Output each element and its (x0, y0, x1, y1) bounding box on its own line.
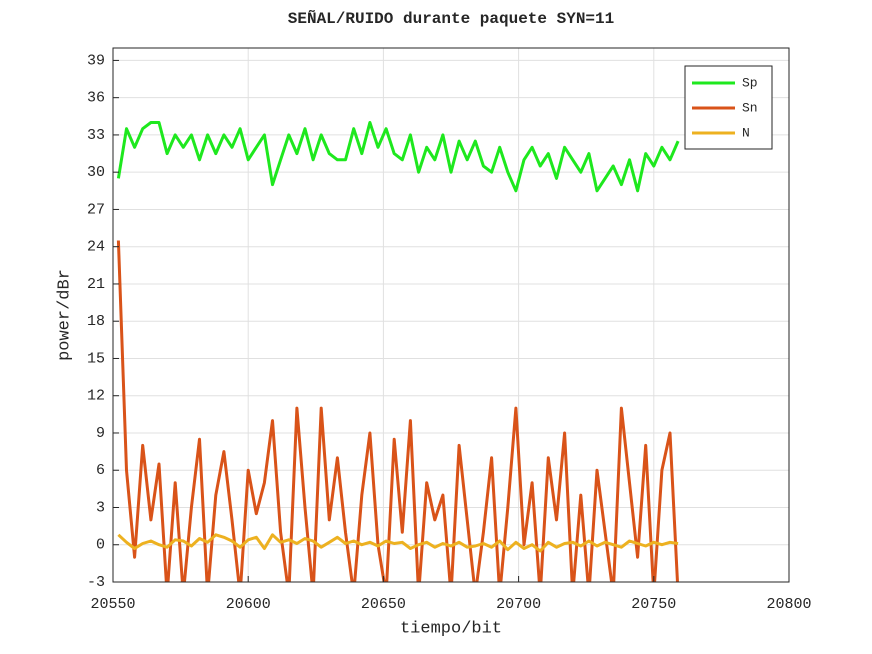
legend-label: N (742, 125, 750, 140)
x-axis-label: tiempo/bit (400, 619, 502, 638)
y-tick-label: -3 (87, 574, 105, 591)
y-tick-label: 33 (87, 127, 105, 144)
y-tick-label: 18 (87, 313, 105, 330)
x-tick-label: 20800 (766, 596, 811, 613)
y-tick-label: 27 (87, 201, 105, 218)
chart-title: SEÑAL/RUIDO durante paquete SYN=11 (288, 8, 614, 28)
y-tick-label: 0 (96, 537, 105, 554)
y-tick-label: 24 (87, 239, 105, 256)
series-line (116, 121, 680, 193)
legend-label: Sp (742, 75, 758, 90)
series-line (117, 533, 679, 553)
plot-frame (112, 47, 790, 583)
y-tick-label: 30 (87, 164, 105, 181)
y-tick-label: 15 (87, 350, 105, 367)
x-tick-label: 20750 (631, 596, 676, 613)
x-tick-label: 20550 (90, 596, 135, 613)
x-tick-label: 20650 (361, 596, 406, 613)
x-tick-label: 20700 (496, 596, 541, 613)
y-tick-label: 36 (87, 90, 105, 107)
y-tick-label: 39 (87, 52, 105, 69)
y-tick-label: 12 (87, 388, 105, 405)
y-tick-label: 9 (96, 425, 105, 442)
legend-label: Sn (742, 100, 758, 115)
y-tick-label: 3 (96, 499, 105, 516)
y-tick-label: 21 (87, 276, 105, 293)
y-axis-label: power/dBr (55, 269, 74, 361)
y-tick-label: 6 (96, 462, 105, 479)
x-tick-label: 20600 (226, 596, 271, 613)
